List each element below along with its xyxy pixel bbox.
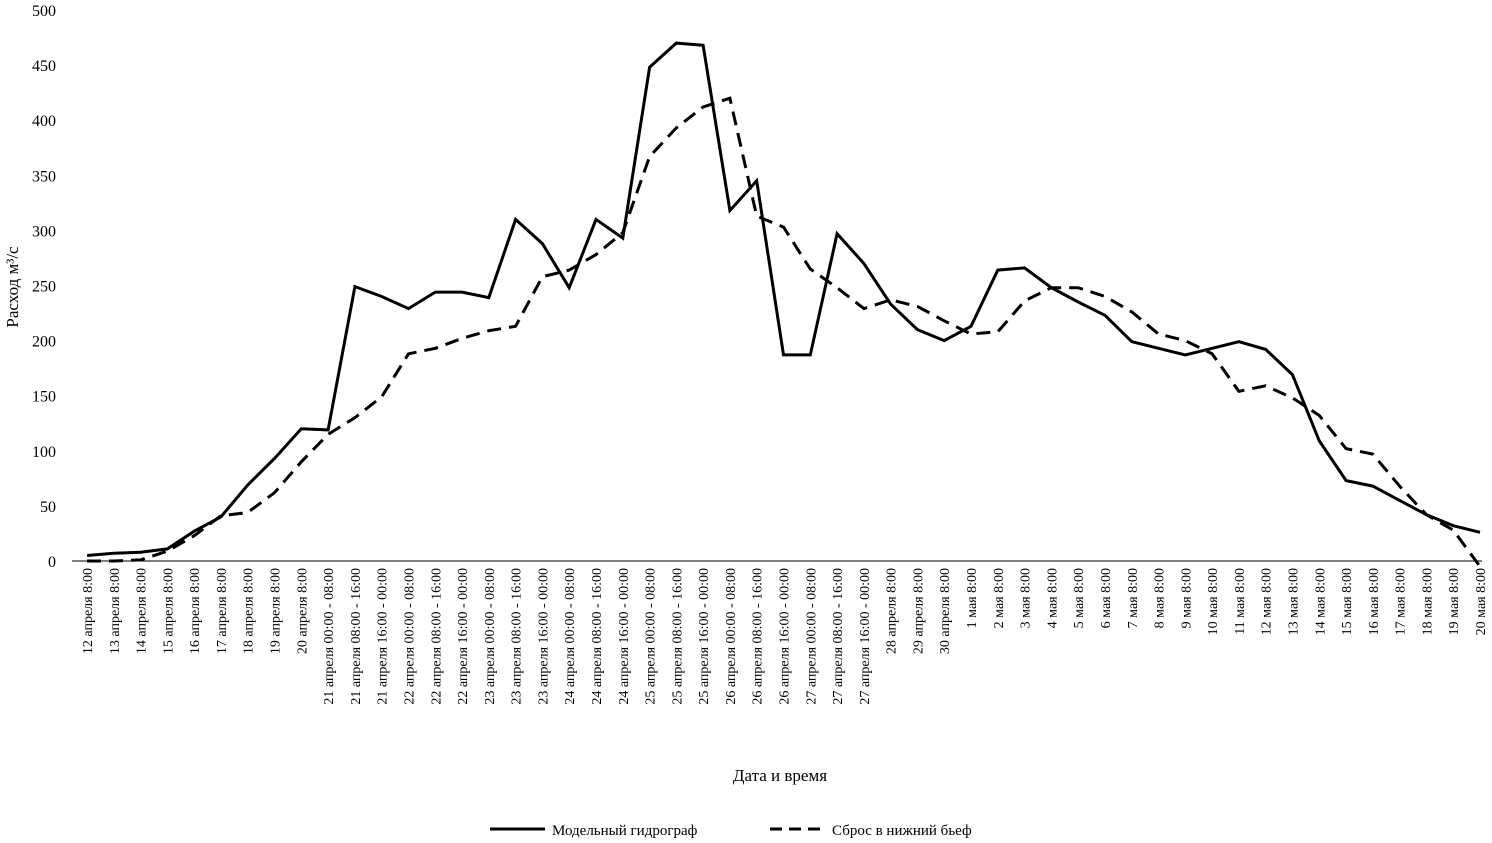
x-tick-label: 26 апреля 00:00 - 08:00	[724, 568, 739, 705]
x-tick-label: 24 апреля 16:00 - 00:00	[617, 568, 632, 705]
x-tick-label: 23 апреля 16:00 - 00:00	[536, 568, 551, 705]
x-tick-label: 19 апреля 8:00	[269, 568, 284, 654]
x-tick-label: 26 апреля 16:00 - 00:00	[778, 568, 793, 705]
legend: Модельный гидрограф Сброс в нижний бьеф	[490, 823, 972, 839]
x-tick-label: 25 апреля 00:00 - 08:00	[644, 568, 659, 705]
x-tick-label: 21 апреля 08:00 - 16:00	[349, 568, 364, 705]
x-tick-label: 9 мая 8:00	[1179, 568, 1194, 628]
y-tick-label: 400	[32, 113, 56, 130]
y-axis-label: Расход м³/с	[3, 246, 22, 328]
x-tick-label: 23 апреля 08:00 - 16:00	[510, 568, 525, 705]
x-tick-label: 13 мая 8:00	[1286, 568, 1301, 635]
x-axis-label: Дата и время	[733, 766, 827, 785]
x-tick-label: 16 мая 8:00	[1367, 568, 1382, 635]
x-tick-label: 18 мая 8:00	[1420, 568, 1435, 635]
x-tick-label: 28 апреля 8:00	[885, 568, 900, 654]
x-tick-label: 24 апреля 08:00 - 16:00	[590, 568, 605, 705]
x-tick-label: 13 апреля 8:00	[108, 568, 123, 654]
x-tick-label: 7 мая 8:00	[1126, 568, 1141, 628]
x-tick-label: 2 мая 8:00	[992, 568, 1007, 628]
x-tick-label: 21 апреля 16:00 - 00:00	[376, 568, 391, 705]
y-tick-label: 150	[32, 389, 56, 406]
x-tick-label: 3 мая 8:00	[1019, 568, 1034, 628]
x-tick-label: 4 мая 8:00	[1045, 568, 1060, 628]
x-tick-label: 30 апреля 8:00	[938, 568, 953, 654]
x-tick-label: 8 мая 8:00	[1153, 568, 1168, 628]
x-tick-label: 12 мая 8:00	[1260, 568, 1275, 635]
x-tick-label: 20 мая 8:00	[1474, 568, 1489, 635]
x-tick-label: 14 мая 8:00	[1313, 568, 1328, 635]
x-tick-label: 27 апреля 08:00 - 16:00	[831, 568, 846, 705]
legend-label-model: Модельный гидрограф	[552, 823, 698, 839]
x-tick-label: 29 апреля 8:00	[911, 568, 926, 654]
x-tick-label: 14 апреля 8:00	[135, 568, 150, 654]
x-tick-label: 5 мая 8:00	[1072, 568, 1087, 628]
y-tick-label: 200	[32, 334, 56, 351]
x-tick-label: 15 апреля 8:00	[161, 568, 176, 654]
x-tick-label: 16 апреля 8:00	[188, 568, 203, 654]
x-tick-label: 27 апреля 16:00 - 00:00	[858, 568, 873, 705]
x-tick-label: 18 апреля 8:00	[242, 568, 257, 654]
x-tick-label: 27 апреля 00:00 - 08:00	[804, 568, 819, 705]
x-tick-label: 19 мая 8:00	[1447, 568, 1462, 635]
x-tick-label: 22 апреля 00:00 - 08:00	[402, 568, 417, 705]
y-tick-label: 450	[32, 58, 56, 75]
y-tick-label: 0	[48, 554, 56, 571]
y-axis: 0 50 100 150 200 250 300 350 400 450 500	[32, 3, 56, 571]
x-tick-label: 23 апреля 00:00 - 08:00	[483, 568, 498, 705]
x-tick-label: 26 апреля 08:00 - 16:00	[751, 568, 766, 705]
series-line-downstream-release	[87, 96, 1482, 568]
legend-label-release: Сброс в нижний бьеф	[832, 823, 972, 839]
y-tick-label: 500	[32, 3, 56, 20]
x-tick-label: 22 апреля 16:00 - 00:00	[456, 568, 471, 705]
x-tick-label: 22 апреля 08:00 - 16:00	[429, 568, 444, 705]
y-tick-label: 50	[40, 499, 56, 516]
x-tick-label: 25 апреля 16:00 - 00:00	[697, 568, 712, 705]
y-tick-label: 250	[32, 279, 56, 296]
x-tick-label: 17 мая 8:00	[1394, 568, 1409, 635]
x-tick-label: 17 апреля 8:00	[215, 568, 230, 654]
x-tick-label: 11 мая 8:00	[1233, 568, 1248, 635]
x-tick-label: 12 апреля 8:00	[81, 568, 96, 654]
y-tick-label: 350	[32, 168, 56, 185]
series-line-model-hydrograph	[86, 41, 1481, 557]
x-tick-label: 24 апреля 00:00 - 08:00	[563, 568, 578, 705]
series-lines	[86, 41, 1482, 568]
x-tick-label: 1 мая 8:00	[965, 568, 980, 628]
x-tick-label: 6 мая 8:00	[1099, 568, 1114, 628]
x-axis: 12 апреля 8:00 13 апреля 8:00 14 апреля 8:…	[72, 560, 1489, 705]
x-tick-label: 20 апреля 8:00	[295, 568, 310, 654]
x-tick-label: 15 мая 8:00	[1340, 568, 1355, 635]
x-tick-label: 25 апреля 08:00 - 16:00	[670, 568, 685, 705]
y-tick-label: 300	[32, 223, 56, 240]
x-tick-label: 21 апреля 00:00 - 08:00	[322, 568, 337, 705]
x-tick-label: 10 мая 8:00	[1206, 568, 1221, 635]
y-tick-label: 100	[32, 444, 56, 461]
